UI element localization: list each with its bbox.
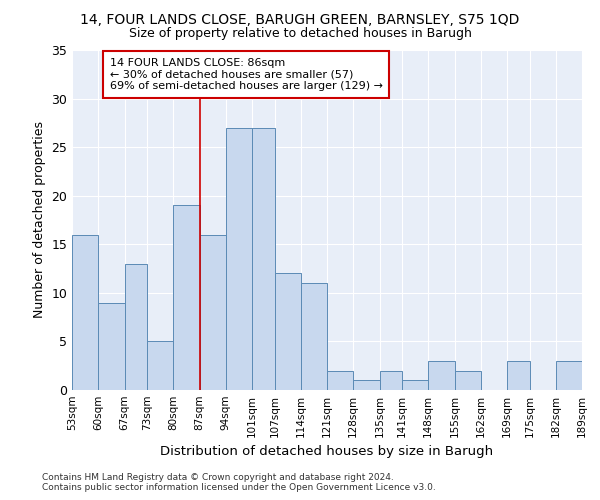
X-axis label: Distribution of detached houses by size in Barugh: Distribution of detached houses by size … — [160, 446, 494, 458]
Text: Contains HM Land Registry data © Crown copyright and database right 2024.
Contai: Contains HM Land Registry data © Crown c… — [42, 473, 436, 492]
Bar — [327, 370, 353, 390]
Bar — [455, 370, 481, 390]
Bar — [507, 361, 530, 390]
Bar — [226, 128, 252, 390]
Bar — [275, 274, 301, 390]
Bar — [72, 234, 98, 390]
Bar — [380, 370, 402, 390]
Bar — [353, 380, 380, 390]
Bar — [98, 302, 125, 390]
Bar — [173, 206, 199, 390]
Bar — [199, 234, 226, 390]
Bar — [147, 342, 173, 390]
Text: 14 FOUR LANDS CLOSE: 86sqm
← 30% of detached houses are smaller (57)
69% of semi: 14 FOUR LANDS CLOSE: 86sqm ← 30% of deta… — [110, 58, 383, 91]
Bar — [556, 361, 582, 390]
Y-axis label: Number of detached properties: Number of detached properties — [33, 122, 46, 318]
Text: Size of property relative to detached houses in Barugh: Size of property relative to detached ho… — [128, 28, 472, 40]
Bar — [252, 128, 275, 390]
Text: 14, FOUR LANDS CLOSE, BARUGH GREEN, BARNSLEY, S75 1QD: 14, FOUR LANDS CLOSE, BARUGH GREEN, BARN… — [80, 12, 520, 26]
Bar — [402, 380, 428, 390]
Bar — [125, 264, 147, 390]
Bar — [301, 283, 327, 390]
Bar — [428, 361, 455, 390]
